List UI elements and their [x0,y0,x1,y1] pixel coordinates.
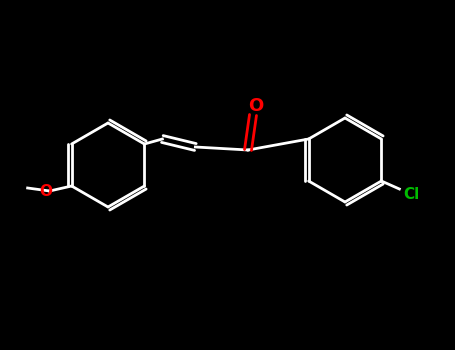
Text: O: O [248,97,263,115]
Text: O: O [39,183,52,198]
Text: Cl: Cl [403,187,420,202]
